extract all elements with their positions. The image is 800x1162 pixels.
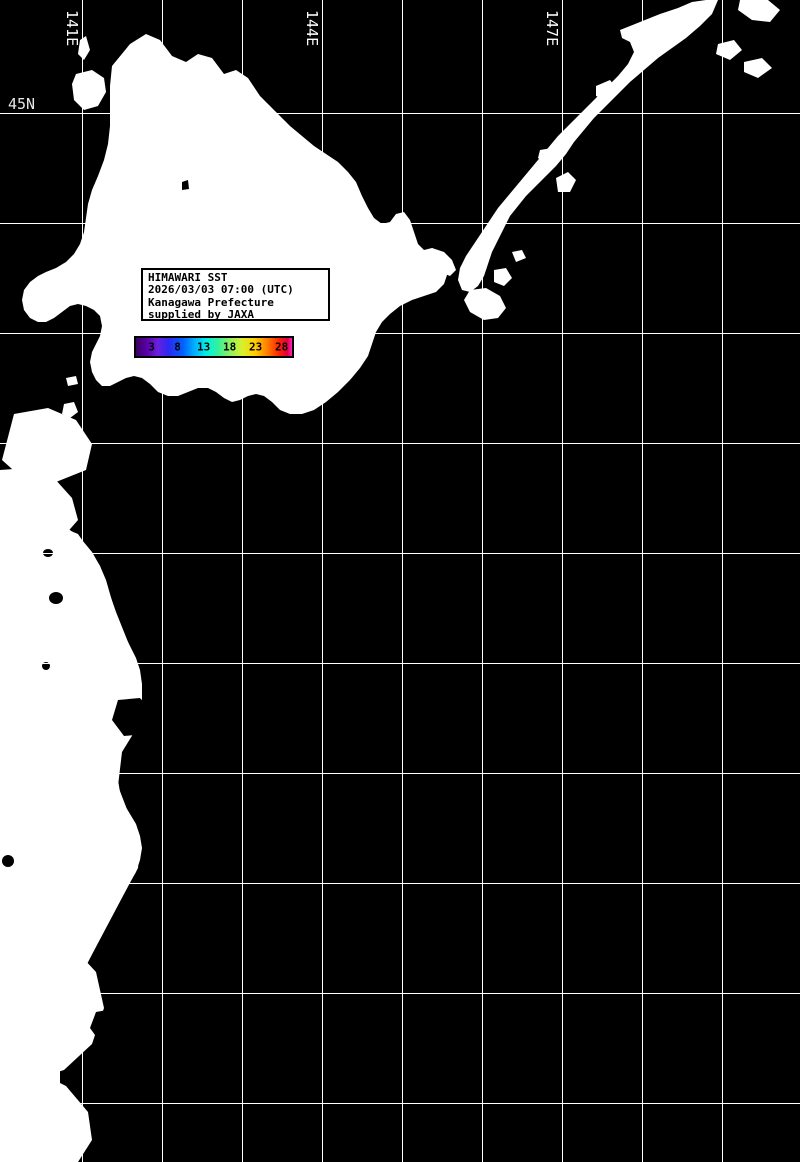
island-small-c <box>344 260 358 270</box>
info-credit: supplied by JAXA <box>148 308 254 322</box>
landmass-honshu-mid <box>0 768 120 940</box>
landmass-honshu-boso <box>0 1070 92 1162</box>
colorbar-tick-28: 28 <box>274 340 289 354</box>
landmass-sakhalin <box>72 70 106 110</box>
landmass-nemuro <box>432 248 456 276</box>
inland-hole-c <box>2 855 14 867</box>
landmass-kuril-chain <box>458 0 718 292</box>
colorbar-tick-13: 13 <box>196 340 211 354</box>
island-kuril-g <box>744 58 772 78</box>
island-small-d <box>362 264 372 272</box>
landmass-honshu-bulge <box>0 556 118 780</box>
longitude-label-2: 147E <box>543 10 561 47</box>
latitude-label-0: 45N <box>8 95 36 113</box>
landmass-oshima-peninsula <box>0 468 78 542</box>
island-small-e <box>100 362 116 374</box>
info-region: Kanagawa Prefecture <box>148 295 274 309</box>
colorbar-tick-18: 18 <box>222 340 237 354</box>
island-kuril-c <box>636 48 658 66</box>
landmass-sakhalin-tip <box>78 36 90 60</box>
island-small-b <box>328 222 338 232</box>
island-kuril-b <box>596 80 618 100</box>
colorbar-tick-labels: 3 8 13 18 23 28 <box>136 338 292 356</box>
longitude-label-0: 141E <box>63 10 81 47</box>
bay-notch-a <box>112 698 152 736</box>
island-kuril-e <box>738 0 780 22</box>
bay-notch-b <box>90 1008 130 1042</box>
longitude-label-1: 144E <box>303 10 321 47</box>
island-shikotan <box>494 268 512 286</box>
info-title: HIMAWARI SST <box>148 271 228 284</box>
info-box: HIMAWARI SST 2026/03/03 07:00 (UTC) Kana… <box>141 268 330 321</box>
island-kunashiri <box>464 288 506 320</box>
island-iturup-n <box>556 172 576 192</box>
landmass-tsugaru-link <box>2 408 92 482</box>
colorbar-tick-8: 8 <box>174 340 181 354</box>
hokkaido-inner-hole <box>182 180 189 190</box>
landmass-honshu-s <box>0 930 104 1084</box>
info-timestamp: 2026/03/03 07:00 (UTC) <box>148 283 294 297</box>
island-kuril-a <box>538 148 556 164</box>
island-kuril-d <box>676 10 702 30</box>
island-habomai <box>512 250 526 262</box>
colorbar-gradient <box>136 338 292 356</box>
island-small-f <box>66 376 78 386</box>
colorbar-tick-3: 3 <box>148 340 155 354</box>
sst-colorbar: 3 8 13 18 23 28 <box>134 336 294 358</box>
colorbar-tick-23: 23 <box>248 340 263 354</box>
island-okushiri <box>62 402 78 418</box>
inland-hole-a <box>49 592 63 604</box>
